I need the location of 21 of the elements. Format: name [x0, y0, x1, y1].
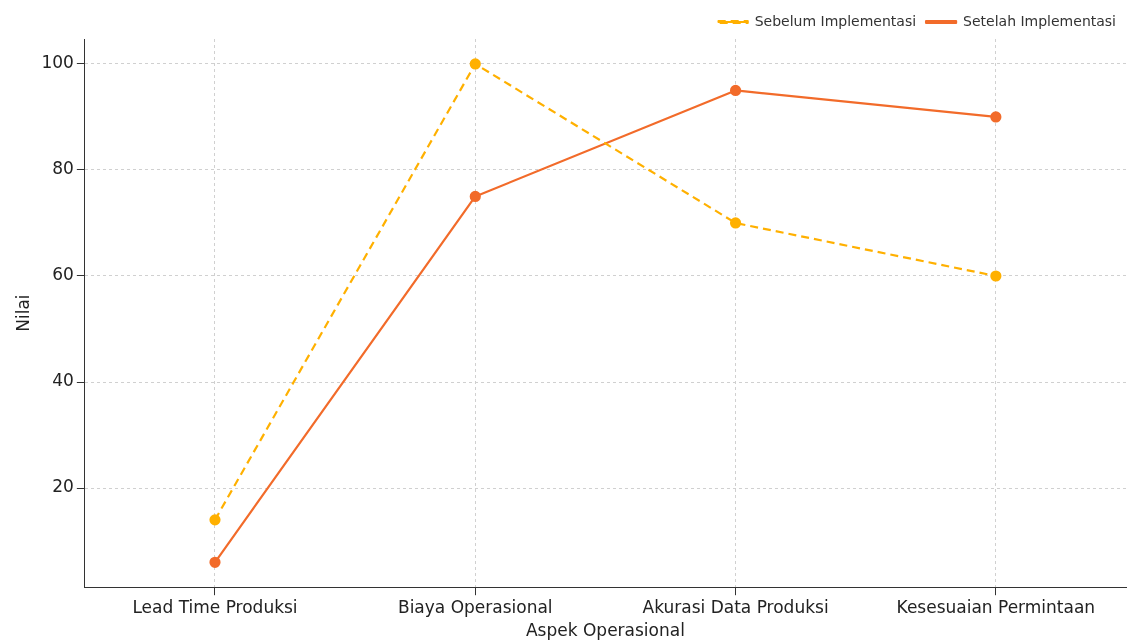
y-tick-label: 40 — [52, 370, 74, 391]
y-tick-label: 80 — [52, 158, 74, 179]
y-tick-label: 100 — [41, 52, 74, 73]
x-tick-label: Kesesuaian Permintaan — [896, 596, 1096, 617]
y-axis-title: Nilai — [12, 294, 33, 332]
point — [729, 84, 742, 97]
y-tick-label: 20 — [52, 476, 74, 497]
point — [729, 217, 742, 229]
point — [209, 556, 221, 568]
x-axis-title: Aspek Operasional — [525, 620, 685, 641]
point — [469, 190, 481, 203]
point — [209, 514, 221, 526]
y-tick-label: 60 — [52, 264, 74, 285]
x-tick-label: Lead Time Produksi — [132, 596, 298, 617]
x-tick-label: Biaya Operasional — [397, 596, 553, 617]
legend-label: Setelah Implementasi — [963, 12, 1117, 29]
x-tick-label: Akurasi Data Produksi — [642, 596, 829, 617]
legend-label: Sebelum Implementasi — [754, 12, 917, 29]
point — [990, 270, 1002, 282]
point — [990, 111, 1002, 123]
point — [469, 58, 481, 70]
